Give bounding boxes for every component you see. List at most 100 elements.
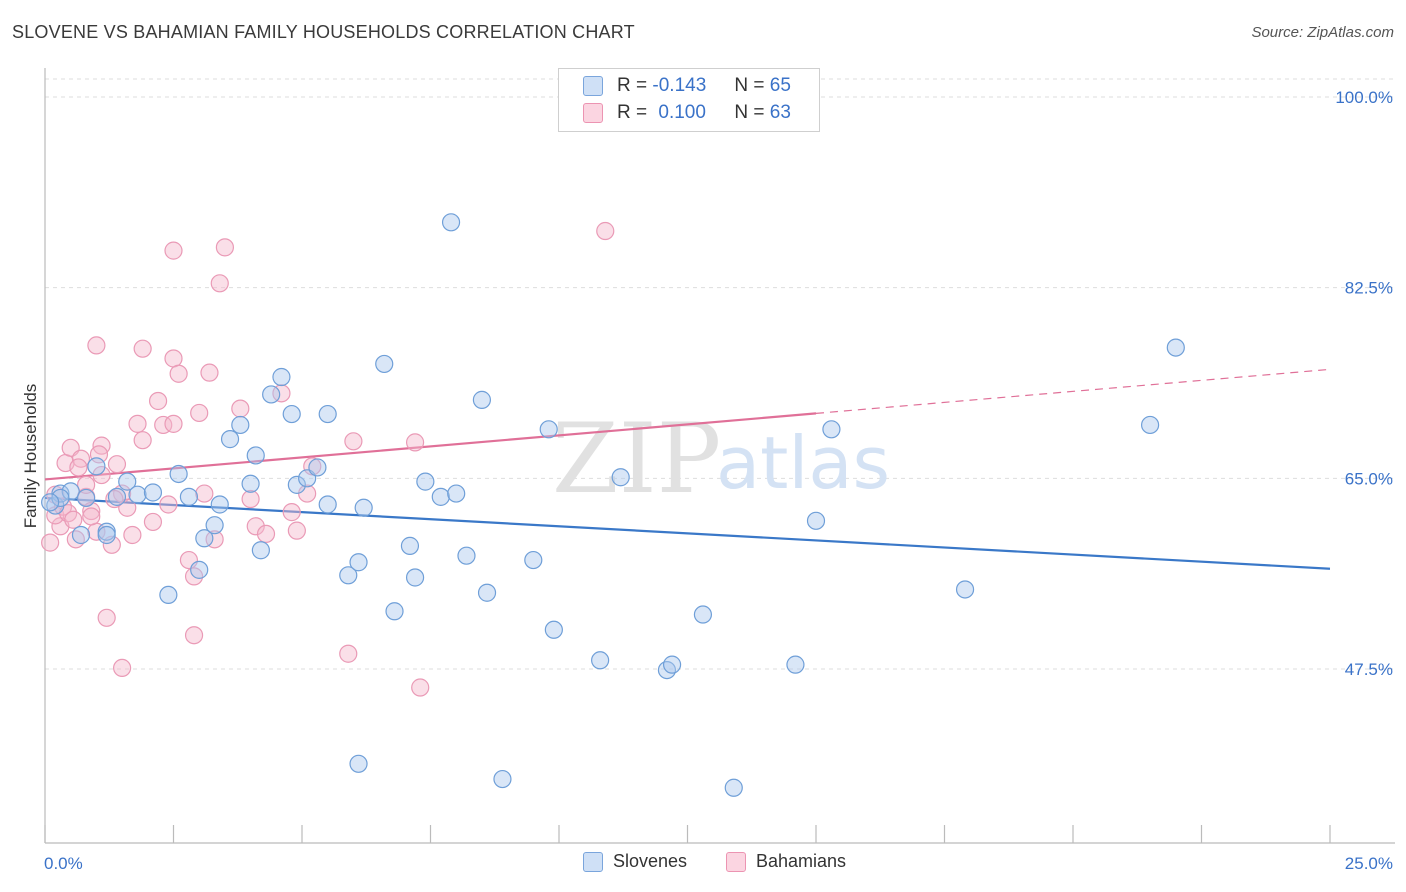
legend-r-label: R =	[617, 102, 648, 123]
data-point-bahamians	[112, 658, 132, 678]
data-point-slovenes	[195, 529, 214, 548]
data-point-slovenes	[457, 546, 476, 565]
y-tick-labels: 47.5% 65.0% 82.5% 100.0%	[1335, 88, 1393, 679]
data-point-bahamians	[89, 445, 109, 464]
data-point-slovenes	[220, 430, 240, 449]
data-point-slovenes	[169, 464, 188, 484]
data-point-bahamians	[92, 465, 111, 485]
data-point-slovenes	[128, 485, 147, 504]
data-point-slovenes	[77, 488, 96, 508]
data-point-bahamians	[596, 221, 615, 241]
points-bahamians	[41, 221, 615, 697]
data-point-slovenes	[107, 487, 127, 506]
data-point-slovenes	[693, 605, 713, 624]
data-point-bahamians	[190, 403, 209, 423]
y-axis-label: Family Households	[21, 384, 40, 529]
data-point-slovenes	[539, 420, 558, 439]
data-point-slovenes	[822, 420, 841, 439]
data-point-bahamians	[210, 274, 229, 293]
legend-r-label: R =	[617, 75, 648, 96]
data-point-bahamians	[41, 533, 60, 552]
bottom-legend-label-slovenes: Slovenes	[613, 851, 688, 871]
data-point-bahamians	[246, 517, 265, 536]
data-point-slovenes	[190, 560, 209, 579]
data-point-slovenes	[318, 404, 337, 424]
trendline-bahamians	[44, 368, 1331, 481]
axes	[44, 68, 1395, 844]
data-point-slovenes	[118, 472, 137, 491]
data-point-slovenes	[210, 495, 229, 514]
data-point-slovenes	[493, 769, 512, 789]
data-point-slovenes	[955, 580, 975, 599]
data-point-slovenes	[405, 568, 425, 587]
y-tick-label: 47.5%	[1345, 660, 1393, 679]
data-point-slovenes	[662, 655, 682, 674]
watermark-zip: ZIP	[552, 403, 721, 515]
data-point-bahamians	[148, 391, 168, 411]
data-point-slovenes	[375, 354, 394, 374]
data-point-slovenes	[71, 525, 91, 545]
data-point-slovenes	[657, 660, 677, 680]
data-point-slovenes	[349, 754, 368, 773]
data-point-bahamians	[287, 521, 306, 540]
data-point-bahamians	[164, 414, 183, 433]
data-point-bahamians	[133, 339, 152, 358]
bottom-legend-slovenes: Slovenes	[583, 851, 687, 872]
data-point-slovenes	[349, 553, 368, 572]
data-point-slovenes	[385, 602, 404, 621]
trendline-bahamians-solid	[44, 412, 817, 481]
data-point-slovenes	[318, 495, 337, 514]
data-point-slovenes	[431, 487, 450, 506]
data-point-slovenes	[159, 585, 178, 605]
legend-row-slovenes: R = -0.143 N = 65	[583, 73, 791, 99]
data-point-bahamians	[195, 484, 214, 503]
data-point-slovenes	[246, 446, 265, 465]
source-label: Source: ZipAtlas.com	[1251, 24, 1394, 41]
data-point-slovenes	[272, 367, 291, 387]
data-point-bahamians	[184, 626, 204, 645]
data-point-bahamians	[128, 414, 147, 433]
data-point-bahamians	[159, 495, 178, 514]
legend-swatch-bahamians	[583, 103, 603, 123]
data-point-slovenes	[806, 511, 826, 530]
legend-r-value: -0.143	[652, 75, 707, 96]
data-point-slovenes	[477, 583, 497, 602]
data-point-slovenes	[416, 472, 435, 491]
data-point-slovenes	[611, 468, 630, 487]
data-point-slovenes	[472, 390, 491, 409]
data-point-bahamians	[256, 524, 276, 543]
gridlines	[45, 78, 1395, 670]
data-point-bahamians	[105, 489, 124, 509]
legend: R = -0.143 N = 65 R = 0.100 N = 63	[558, 68, 820, 132]
data-point-bahamians	[87, 336, 106, 355]
data-point-slovenes	[441, 213, 461, 232]
data-point-slovenes	[339, 566, 358, 585]
data-point-slovenes	[544, 620, 563, 639]
data-point-slovenes	[231, 415, 250, 435]
data-point-slovenes	[143, 483, 163, 502]
data-point-bahamians	[231, 399, 250, 418]
data-point-slovenes	[786, 655, 805, 674]
data-point-bahamians	[344, 432, 363, 451]
data-point-bahamians	[64, 510, 83, 529]
legend-row-bahamians: R = 0.100 N = 63	[583, 100, 791, 126]
data-point-bahamians	[339, 644, 358, 663]
watermark: ZIP atlas	[552, 403, 890, 515]
data-point-slovenes	[400, 536, 420, 555]
data-point-bahamians	[143, 512, 163, 532]
data-point-slovenes	[251, 541, 270, 560]
data-point-slovenes	[447, 484, 466, 503]
data-point-slovenes	[1166, 338, 1185, 357]
data-point-slovenes	[87, 457, 106, 476]
y-tick-label: 100.0%	[1335, 88, 1393, 107]
y-tick-label: 65.0%	[1345, 469, 1393, 488]
trendline-slovenes-solid	[44, 496, 1331, 570]
chart-title: SLOVENE VS BAHAMIAN FAMILY HOUSEHOLDS CO…	[12, 22, 635, 42]
data-point-slovenes	[354, 498, 373, 517]
points-slovenes	[41, 213, 1185, 797]
y-tick-label: 82.5%	[1345, 279, 1393, 298]
bottom-legend-swatch-bahamians	[726, 851, 746, 872]
data-point-bahamians	[200, 363, 219, 382]
bottom-legend-swatch-slovenes	[583, 851, 603, 872]
